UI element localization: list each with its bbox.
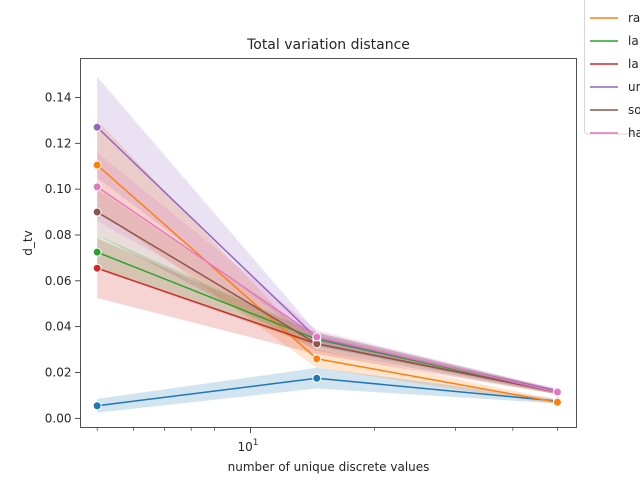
y-tick-label: 0.14 <box>45 90 72 104</box>
y-tick-label: 0.12 <box>45 136 72 150</box>
y-tick-label: 0.08 <box>45 228 72 242</box>
legend-label: ha <box>628 126 640 140</box>
series-points <box>92 122 562 411</box>
legend-frame <box>584 0 640 135</box>
data-point <box>92 401 102 411</box>
data-point <box>92 263 102 273</box>
series-band <box>97 76 558 394</box>
series-band <box>97 120 558 405</box>
y-tick-label: 0.10 <box>45 182 72 196</box>
legend: ra la la un so ha <box>584 0 640 140</box>
chart-title: Total variation distance <box>246 37 410 53</box>
y-tick-label: 0.00 <box>45 411 72 425</box>
data-point <box>92 122 102 132</box>
data-point <box>312 373 322 383</box>
legend-label: ra <box>628 11 640 25</box>
x-axis-label: number of unique discrete values <box>228 460 430 474</box>
y-axis-label: d_tv <box>21 230 35 255</box>
data-point <box>552 387 562 397</box>
data-point <box>92 207 102 217</box>
y-axis-ticks: 0.00 0.02 0.04 0.06 0.08 0.10 0.12 0.14 <box>45 90 81 425</box>
legend-label: la <box>628 57 639 71</box>
legend-label: la <box>628 34 639 48</box>
y-tick-label: 0.06 <box>45 274 72 288</box>
x-axis-ticks: 101 <box>96 427 558 454</box>
data-point <box>92 182 102 192</box>
plot-area-frame <box>80 58 577 428</box>
series-band <box>97 367 558 413</box>
legend-label: un <box>628 80 640 94</box>
y-tick-label: 0.04 <box>45 320 72 334</box>
data-point <box>312 354 322 364</box>
data-point <box>92 247 102 257</box>
series-band <box>97 238 558 395</box>
data-point <box>552 397 562 407</box>
data-point <box>312 332 322 342</box>
data-point <box>92 160 102 170</box>
x-tick-label: 101 <box>237 438 258 454</box>
x-tick-base: 10 <box>237 440 252 454</box>
y-tick-label: 0.02 <box>45 365 72 379</box>
legend-label: so <box>628 103 640 117</box>
confidence-bands <box>97 76 558 413</box>
x-tick-exponent: 1 <box>253 438 259 448</box>
